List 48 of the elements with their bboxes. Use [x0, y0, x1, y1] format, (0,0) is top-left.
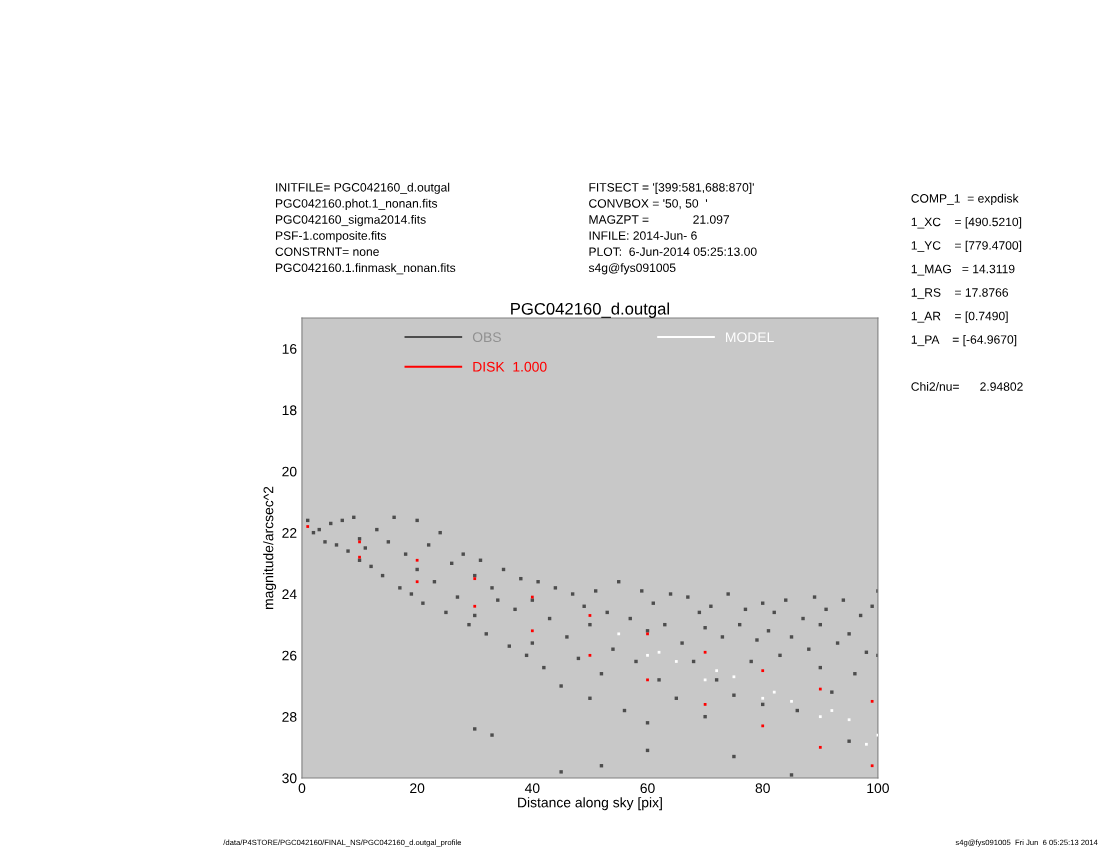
- point: [415, 558, 419, 562]
- point: [772, 690, 776, 694]
- point: [818, 745, 822, 749]
- point: [847, 718, 851, 722]
- x-tick-label: 0: [298, 783, 306, 794]
- point: [530, 629, 534, 633]
- point: [761, 696, 765, 700]
- y-tick-label: 28: [282, 712, 297, 722]
- text: FITSECT = '[399:581,688:870]' CONVBOX = '50, 50 ' MAGZPT = 21.097 INFILE: 2014-Jun- 6 PLOT: 6-Jun-2014 05:25:13.00 s4g@fys091005: [588, 182, 757, 275]
- point: [715, 669, 719, 673]
- x-tick-label: 100: [867, 783, 889, 794]
- point: [646, 653, 649, 657]
- point: [703, 678, 707, 682]
- point: [674, 660, 678, 663]
- point: [761, 724, 765, 728]
- y-axis-title: magnitude/arcsec^2: [263, 486, 277, 609]
- point: [646, 678, 649, 682]
- point: [761, 669, 765, 673]
- point: [790, 699, 793, 703]
- point: [617, 632, 621, 636]
- text: COMP_1 = expdisk 1_XC = [490.5210] 1_YC = [779.4700] 1_MAG = 14.3119 1_RS = 17.8766 1_AR = [0.7490] 1_PA = [-64.9670] Chi2/nu= 2.94802: [911, 193, 1023, 391]
- x-tick-label: 40: [524, 783, 540, 794]
- legend-label: OBS: [472, 332, 501, 343]
- y-tick-label: 22: [282, 528, 297, 538]
- y-tick-label: 26: [282, 650, 297, 661]
- x-tick-label: 60: [640, 783, 655, 794]
- point: [473, 604, 477, 608]
- point: [415, 580, 419, 584]
- text: INITFILE= PGC042160_d.outgal PGC042160.phot.1_nonan.fits PGC042160_sigma2014.fits PSF-1.composite.fits CONSTRNT= none PGC042160.1.finmask_nonan.fits: [275, 182, 456, 275]
- y-tick-label: 30: [282, 773, 297, 784]
- x-tick-label: 80: [755, 783, 770, 794]
- point: [473, 577, 477, 581]
- point: [830, 709, 834, 712]
- point: [865, 742, 868, 746]
- y-tick-label: 24: [282, 589, 297, 600]
- x-axis-title: Distance along sky [pix]: [518, 797, 662, 811]
- legend-label: DISK 1.000: [473, 361, 547, 372]
- point: [818, 715, 822, 719]
- point: [870, 699, 874, 703]
- point: [306, 525, 310, 528]
- point: [870, 764, 874, 768]
- y-tick-label: 20: [282, 466, 297, 477]
- x-tick-label: 20: [410, 783, 425, 794]
- point: [703, 703, 707, 706]
- y-tick-label: 18: [282, 405, 297, 416]
- point: [703, 650, 707, 654]
- chart-title: PGC042160_d.outgal: [511, 302, 669, 318]
- y-tick-label: 16: [282, 343, 297, 354]
